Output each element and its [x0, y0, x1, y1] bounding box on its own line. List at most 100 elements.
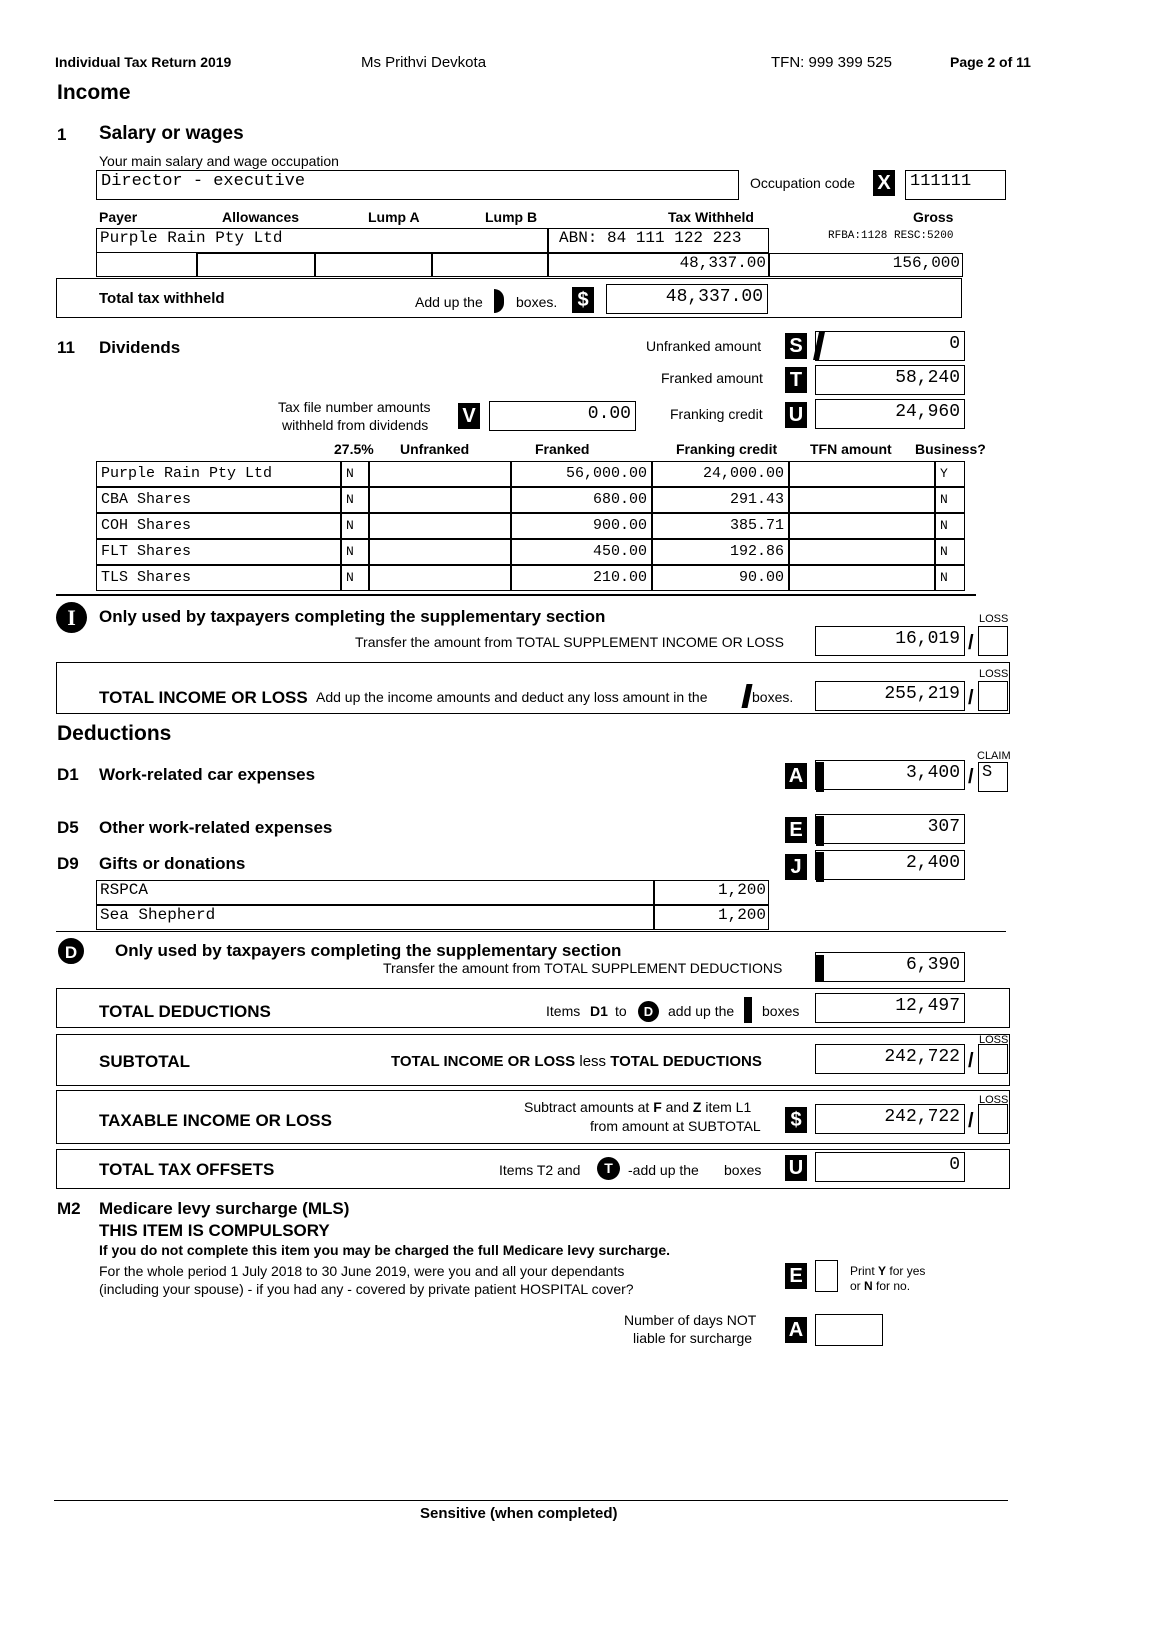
dividend-credit-cell[interactable]: 24,000.00 — [652, 461, 789, 487]
dividend-credit-cell[interactable]: 385.71 — [652, 513, 789, 539]
dividend-credit-cell[interactable]: 192.86 — [652, 539, 789, 565]
dividend-credit-cell[interactable]: 90.00 — [652, 565, 789, 591]
dividend-name-cell[interactable]: COH Shares — [96, 513, 341, 539]
total-income-field[interactable]: 255,219 — [815, 681, 965, 711]
lump-a-field[interactable] — [315, 253, 432, 277]
m2-title: Medicare levy surcharge (MLS) — [99, 1199, 350, 1218]
subtotal-label: SUBTOTAL — [99, 1052, 190, 1071]
unfranked-field[interactable]: 0 — [815, 331, 965, 361]
dividend-franked-cell[interactable]: 900.00 — [511, 513, 652, 539]
col-tfn-amount: TFN amount — [810, 441, 892, 457]
total-tax-withheld-field[interactable]: 48,337.00 — [606, 284, 768, 314]
gift-amount[interactable]: 1,200 — [654, 880, 769, 905]
item-number: 1 — [57, 125, 67, 144]
loss-field[interactable] — [978, 1104, 1008, 1134]
tax-withheld-field[interactable]: 48,337.00 — [548, 253, 769, 277]
total-tax-offsets-row — [56, 1149, 1010, 1189]
dividends-title: Dividends — [99, 338, 181, 357]
gift-name[interactable]: Sea Shepherd — [96, 905, 654, 930]
dividend-business-cell[interactable]: N — [935, 539, 965, 565]
dividend-rate-cell[interactable]: N — [341, 565, 369, 591]
dividend-franked-cell[interactable]: 450.00 — [511, 539, 652, 565]
letter-t: T — [785, 367, 807, 393]
dividend-tfn-cell[interactable] — [789, 513, 935, 539]
dividend-tfn-cell[interactable] — [789, 565, 935, 591]
loss-field[interactable] — [978, 681, 1008, 711]
supp-ded-field[interactable]: 6,390 — [815, 952, 965, 982]
dividend-business-cell[interactable]: N — [935, 487, 965, 513]
occupation-field[interactable]: Director - executive — [96, 170, 739, 200]
loss-field[interactable] — [978, 626, 1008, 656]
lump-b-field[interactable] — [432, 253, 548, 277]
tfn-amount-field[interactable]: 0.00 — [489, 401, 636, 431]
letter-e: E — [785, 1263, 807, 1289]
dividend-name-cell[interactable]: CBA Shares — [96, 487, 341, 513]
total-deductions-field[interactable]: 12,497 — [815, 993, 965, 1023]
supplementary-d-icon: D — [58, 938, 84, 964]
dividend-tfn-cell[interactable] — [789, 461, 935, 487]
dividend-unfranked-cell[interactable] — [369, 461, 511, 487]
d5-field[interactable]: 307 — [815, 814, 965, 844]
hospital-cover-field[interactable] — [815, 1260, 838, 1292]
loss-field[interactable] — [978, 1044, 1008, 1074]
dividend-franked-cell[interactable]: 680.00 — [511, 487, 652, 513]
dividend-unfranked-cell[interactable] — [369, 487, 511, 513]
dividend-franked-cell[interactable]: 56,000.00 — [511, 461, 652, 487]
abn-field[interactable]: ABN: 84 111 122 223 — [548, 228, 769, 253]
income-heading: Income — [57, 81, 131, 104]
total-tax-offsets-field[interactable]: 0 — [815, 1152, 965, 1182]
supp-income-field[interactable]: 16,019 — [815, 626, 965, 656]
to-text: to — [615, 1003, 627, 1019]
question-line-2: (including your spouse) - if you had any… — [99, 1281, 634, 1297]
text: or — [850, 1279, 861, 1293]
dividend-name-cell[interactable]: Purple Rain Pty Ltd — [96, 461, 341, 487]
rfba-resc: RFBA:1128 RESC:5200 — [828, 230, 954, 242]
dividend-rate-cell[interactable]: N — [341, 513, 369, 539]
dividend-unfranked-cell[interactable] — [369, 565, 511, 591]
dividend-unfranked-cell[interactable] — [369, 513, 511, 539]
f-ref: F — [653, 1099, 662, 1115]
allowances-field[interactable] — [197, 253, 315, 277]
page-number: Page 2 of 11 — [950, 54, 1031, 70]
col-payer: Payer — [99, 209, 138, 225]
loss-label: LOSS — [979, 1034, 1009, 1046]
taxable-income-field[interactable]: 242,722 — [815, 1104, 965, 1134]
boxes-text: boxes — [724, 1162, 762, 1178]
boxes-text: boxes — [762, 1003, 800, 1019]
total-tax-withheld-row — [56, 278, 962, 318]
payer-field[interactable]: Purple Rain Pty Ltd — [96, 228, 548, 253]
item-number: 11 — [57, 338, 75, 357]
gross-field[interactable]: 156,000 — [769, 253, 963, 277]
loss-label: LOSS — [979, 1094, 1009, 1106]
dividend-name-cell[interactable]: TLS Shares — [96, 565, 341, 591]
days-field[interactable] — [815, 1314, 883, 1346]
dividend-tfn-cell[interactable] — [789, 487, 935, 513]
occupation-code-field[interactable]: 111111 — [905, 170, 1006, 200]
dividend-business-cell[interactable]: N — [935, 513, 965, 539]
franked-field[interactable]: 58,240 — [815, 365, 965, 395]
tfn-amounts-label: Tax file number amounts — [278, 399, 431, 415]
dividend-franked-cell[interactable]: 210.00 — [511, 565, 652, 591]
dividend-business-cell[interactable]: N — [935, 565, 965, 591]
tfn: TFN: 999 399 525 — [771, 54, 892, 71]
letter-v: V — [458, 403, 480, 429]
col-rate: 27.5% — [334, 441, 374, 457]
taxpayer-name: Ms Prithvi Devkota — [361, 54, 487, 71]
dividend-rate-cell[interactable]: N — [341, 487, 369, 513]
dividend-tfn-cell[interactable] — [789, 539, 935, 565]
claim-field[interactable]: S — [978, 762, 1008, 792]
add-up-text: -add up the — [628, 1162, 699, 1178]
d9-field[interactable]: 2,400 — [815, 850, 965, 880]
dividend-unfranked-cell[interactable] — [369, 539, 511, 565]
dividend-rate-cell[interactable]: N — [341, 461, 369, 487]
d1-field[interactable]: 3,400 — [815, 760, 965, 790]
dividend-rate-cell[interactable]: N — [341, 539, 369, 565]
dividend-credit-cell[interactable]: 291.43 — [652, 487, 789, 513]
gift-amount[interactable]: 1,200 — [654, 905, 769, 930]
franking-credit-field[interactable]: 24,960 — [815, 399, 965, 429]
gift-name[interactable]: RSPCA — [96, 880, 654, 905]
dividend-business-cell[interactable]: Y — [935, 461, 965, 487]
text: Print — [850, 1264, 875, 1278]
subtotal-field[interactable]: 242,722 — [815, 1044, 965, 1074]
dividend-name-cell[interactable]: FLT Shares — [96, 539, 341, 565]
